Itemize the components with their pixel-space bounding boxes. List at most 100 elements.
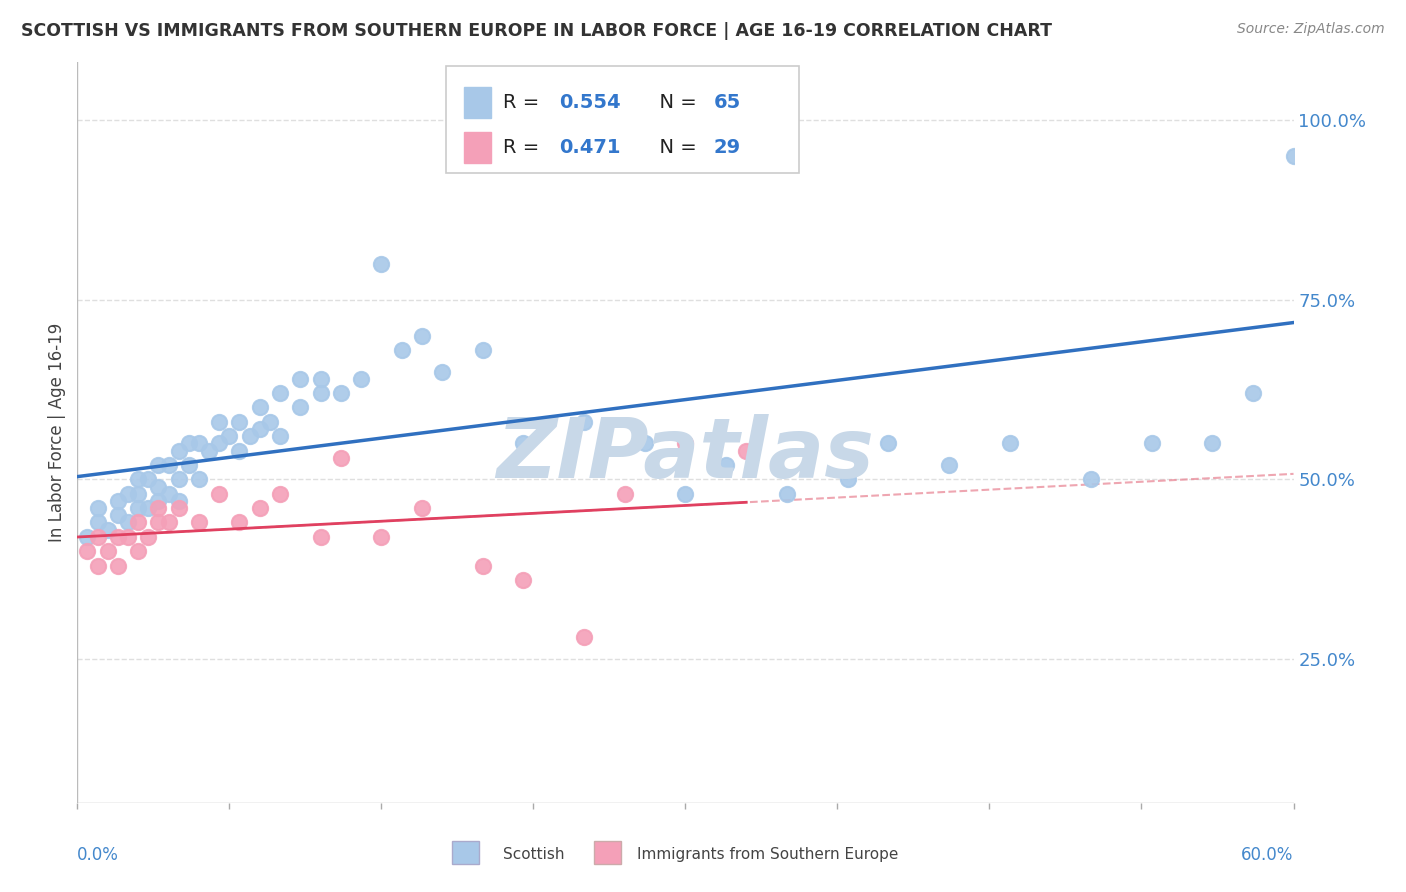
Point: [269, 486, 291, 500]
Point: [177, 458, 200, 472]
Point: [97, 544, 120, 558]
Point: [188, 472, 211, 486]
Point: [107, 508, 129, 523]
Point: [97, 523, 120, 537]
Point: [167, 494, 190, 508]
Text: 65: 65: [713, 94, 741, 112]
Point: [1080, 472, 1102, 486]
Point: [675, 436, 697, 450]
Text: R =: R =: [503, 94, 546, 112]
Point: [86, 501, 108, 516]
Point: [309, 386, 332, 401]
Point: [148, 494, 170, 508]
Point: [107, 558, 129, 573]
Point: [208, 436, 231, 450]
Text: N =: N =: [647, 94, 703, 112]
Text: 29: 29: [713, 138, 741, 157]
Point: [218, 429, 240, 443]
Text: 60.0%: 60.0%: [1241, 846, 1294, 863]
Point: [127, 472, 149, 486]
Point: [411, 501, 433, 516]
Point: [714, 458, 737, 472]
Text: R =: R =: [503, 138, 546, 157]
Point: [177, 436, 200, 450]
Point: [613, 486, 636, 500]
Point: [117, 530, 139, 544]
Point: [430, 365, 453, 379]
Point: [998, 436, 1021, 450]
Point: [735, 443, 758, 458]
Point: [259, 415, 281, 429]
FancyBboxPatch shape: [446, 66, 799, 173]
Text: 0.0%: 0.0%: [77, 846, 120, 863]
Point: [76, 530, 98, 544]
Point: [148, 516, 170, 530]
Point: [198, 443, 221, 458]
Point: [1140, 436, 1163, 450]
Point: [157, 516, 180, 530]
Text: Scottish: Scottish: [503, 847, 564, 863]
Point: [1241, 386, 1264, 401]
Y-axis label: In Labor Force | Age 16-19: In Labor Force | Age 16-19: [48, 323, 66, 542]
Point: [249, 422, 271, 436]
Text: 0.554: 0.554: [560, 94, 620, 112]
Point: [370, 257, 392, 271]
Point: [634, 436, 657, 450]
Point: [938, 458, 960, 472]
Point: [148, 458, 170, 472]
Point: [512, 573, 534, 587]
Point: [309, 372, 332, 386]
Point: [228, 443, 250, 458]
Point: [148, 479, 170, 493]
Point: [290, 372, 312, 386]
FancyBboxPatch shape: [464, 132, 491, 163]
Point: [86, 558, 108, 573]
Point: [188, 516, 211, 530]
Point: [117, 516, 139, 530]
Point: [1201, 436, 1223, 450]
Text: Immigrants from Southern Europe: Immigrants from Southern Europe: [637, 847, 898, 863]
Point: [86, 530, 108, 544]
Point: [208, 415, 231, 429]
Point: [1384, 112, 1406, 127]
Point: [127, 516, 149, 530]
FancyBboxPatch shape: [464, 87, 491, 119]
Text: Source: ZipAtlas.com: Source: ZipAtlas.com: [1237, 22, 1385, 37]
Point: [136, 501, 159, 516]
Point: [776, 486, 799, 500]
Point: [572, 415, 595, 429]
Point: [877, 436, 900, 450]
Point: [350, 372, 373, 386]
Point: [837, 472, 859, 486]
Point: [107, 530, 129, 544]
Point: [675, 486, 697, 500]
Text: SCOTTISH VS IMMIGRANTS FROM SOUTHERN EUROPE IN LABOR FORCE | AGE 16-19 CORRELATI: SCOTTISH VS IMMIGRANTS FROM SOUTHERN EUR…: [21, 22, 1052, 40]
Point: [239, 429, 262, 443]
Point: [127, 486, 149, 500]
FancyBboxPatch shape: [451, 841, 478, 863]
Point: [117, 486, 139, 500]
Point: [1323, 128, 1346, 142]
Point: [167, 501, 190, 516]
Point: [148, 501, 170, 516]
Point: [329, 450, 352, 465]
Point: [167, 472, 190, 486]
Point: [391, 343, 413, 357]
Point: [471, 558, 494, 573]
Point: [228, 516, 250, 530]
Point: [269, 429, 291, 443]
Point: [512, 436, 534, 450]
Point: [249, 501, 271, 516]
Point: [136, 530, 159, 544]
Point: [76, 544, 98, 558]
Point: [309, 530, 332, 544]
Point: [127, 544, 149, 558]
Point: [370, 530, 392, 544]
Point: [127, 501, 149, 516]
Point: [411, 328, 433, 343]
Point: [269, 386, 291, 401]
Point: [290, 401, 312, 415]
Point: [329, 386, 352, 401]
Point: [157, 486, 180, 500]
Point: [471, 343, 494, 357]
